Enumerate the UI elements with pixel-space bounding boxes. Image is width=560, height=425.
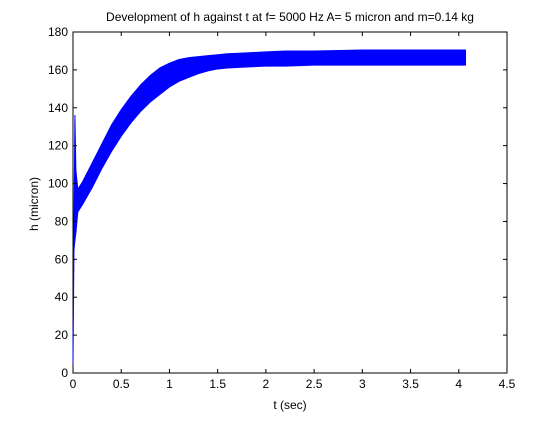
y-tick-label-6: 120 [48, 139, 68, 153]
y-tick-label-8: 160 [48, 63, 68, 77]
y-tick-label-5: 100 [48, 177, 68, 191]
y-tick-label-4: 80 [55, 214, 69, 228]
x-tick-label-4: 2 [263, 377, 270, 391]
y-tick-label-3: 60 [55, 252, 69, 266]
y-tick-label-7: 140 [48, 101, 68, 115]
x-tick-label-7: 3.5 [402, 377, 419, 391]
y-tick-label-2: 40 [55, 290, 69, 304]
y-tick-label-0: 0 [61, 366, 68, 380]
x-tick-label-8: 4 [455, 377, 462, 391]
x-tick-label-6: 3 [359, 377, 366, 391]
axes-box [72, 31, 508, 374]
series-band-0 [72, 49, 467, 365]
chart-title: Development of h against t at f= 5000 Hz… [106, 10, 474, 24]
y-tick-label-1: 20 [55, 328, 69, 342]
x-tick-label-9: 4.5 [499, 377, 516, 391]
x-tick-label-5: 2.5 [306, 377, 323, 391]
x-tick-label-2: 1 [166, 377, 173, 391]
y-tick-label-9: 180 [48, 25, 68, 39]
x-tick-label-1: 0.5 [113, 377, 130, 391]
x-tick-label-0: 0 [70, 377, 77, 391]
x-axis-label: t (sec) [273, 398, 306, 412]
plot-area: 0 0.5 1 1.5 2 2.5 3 3.5 4 4.5 0 20 40 60 80 100 120 140 16… [48, 25, 516, 391]
x-tick-label-3: 1.5 [209, 377, 226, 391]
y-axis-label: h (micron) [27, 177, 41, 231]
